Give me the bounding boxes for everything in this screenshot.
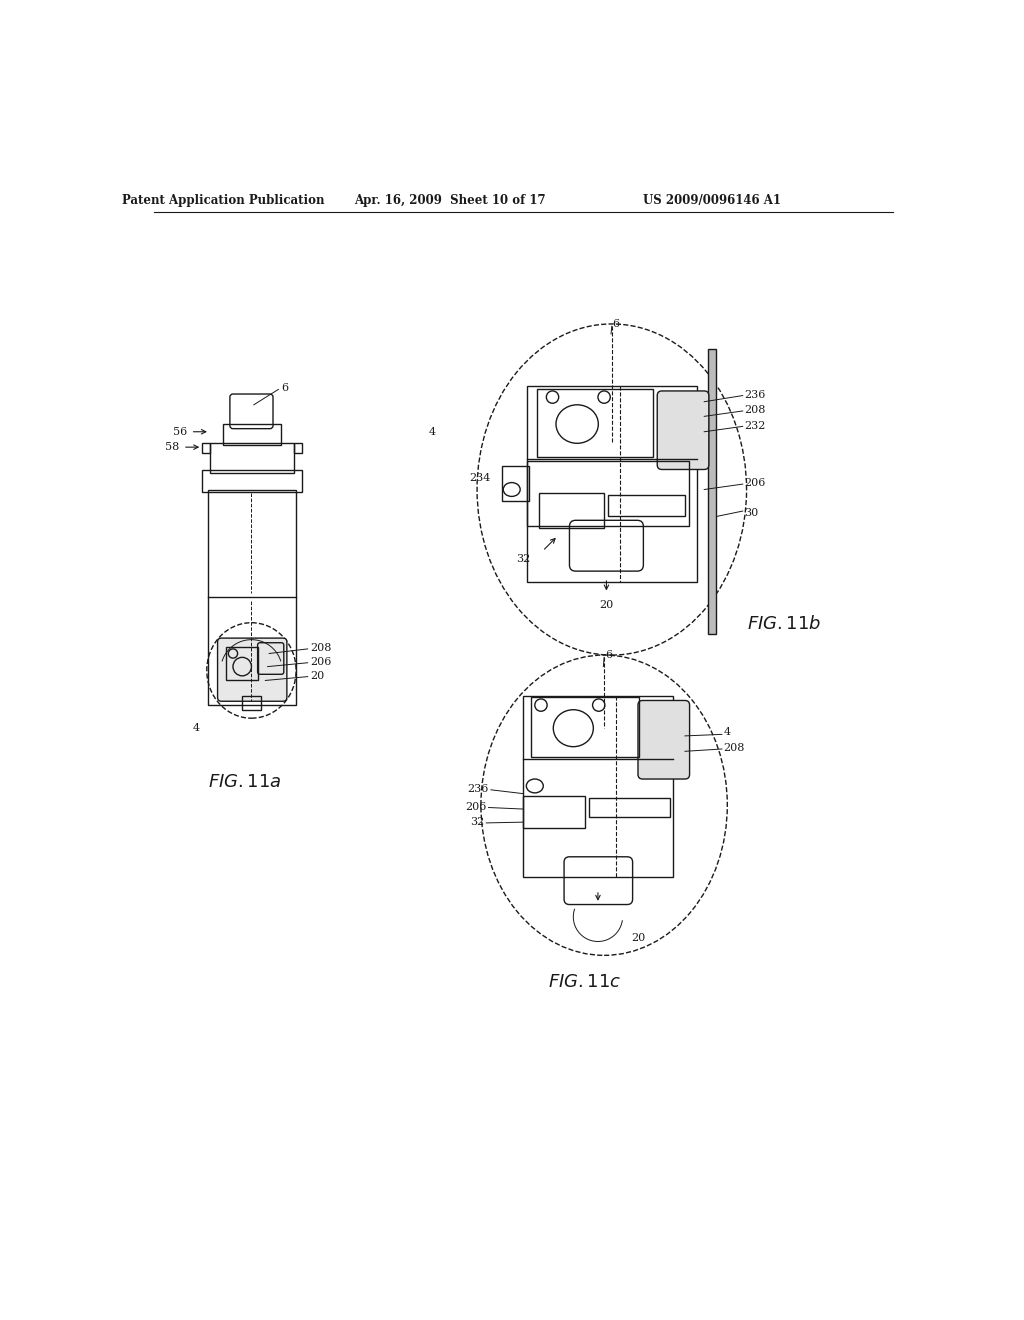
Text: 4: 4 bbox=[193, 723, 200, 733]
Text: 208: 208 bbox=[724, 743, 744, 754]
Text: US 2009/0096146 A1: US 2009/0096146 A1 bbox=[643, 194, 781, 207]
Bar bbox=[527, 385, 696, 582]
Text: 206: 206 bbox=[744, 478, 766, 488]
Text: 30: 30 bbox=[744, 508, 759, 517]
Text: 206: 206 bbox=[310, 657, 332, 667]
Text: 236: 236 bbox=[467, 784, 488, 795]
Text: 208: 208 bbox=[744, 405, 766, 416]
Bar bbox=[589, 797, 670, 817]
Text: $\mathit{FIG.11b}$: $\mathit{FIG.11b}$ bbox=[746, 615, 821, 634]
Text: Patent Application Publication: Patent Application Publication bbox=[122, 194, 325, 207]
Bar bbox=[208, 490, 296, 705]
FancyBboxPatch shape bbox=[638, 701, 689, 779]
Text: 56: 56 bbox=[172, 426, 186, 437]
Text: 20: 20 bbox=[631, 933, 645, 942]
Bar bbox=[708, 350, 716, 635]
Text: 6: 6 bbox=[282, 383, 289, 393]
Bar bbox=[527, 461, 689, 527]
Bar bbox=[503, 466, 529, 502]
Bar bbox=[523, 796, 585, 829]
Text: $\mathit{FIG.11c}$: $\mathit{FIG.11c}$ bbox=[548, 973, 622, 991]
Text: 32: 32 bbox=[470, 817, 484, 828]
Text: 232: 232 bbox=[744, 421, 766, 430]
Text: 32: 32 bbox=[516, 554, 530, 564]
Bar bbox=[223, 424, 281, 445]
Text: 58: 58 bbox=[165, 442, 179, 453]
Text: 6: 6 bbox=[612, 319, 620, 329]
Text: 4: 4 bbox=[724, 727, 730, 737]
Text: 206: 206 bbox=[465, 801, 486, 812]
Bar bbox=[243, 696, 261, 710]
Bar bbox=[538, 389, 652, 457]
Bar bbox=[539, 494, 604, 528]
Text: 234: 234 bbox=[470, 473, 490, 483]
Text: 208: 208 bbox=[310, 643, 332, 653]
Bar bbox=[202, 470, 301, 492]
Bar bbox=[226, 647, 258, 680]
Text: 6: 6 bbox=[605, 649, 612, 660]
Text: 4: 4 bbox=[429, 426, 436, 437]
Bar bbox=[202, 444, 210, 453]
Bar bbox=[294, 444, 301, 453]
Bar bbox=[210, 444, 294, 473]
Text: 236: 236 bbox=[744, 389, 766, 400]
FancyBboxPatch shape bbox=[657, 391, 709, 470]
Bar bbox=[608, 495, 685, 516]
Text: $\mathit{FIG.11a}$: $\mathit{FIG.11a}$ bbox=[208, 774, 282, 791]
FancyBboxPatch shape bbox=[217, 638, 287, 701]
Bar bbox=[523, 696, 674, 876]
Text: Apr. 16, 2009  Sheet 10 of 17: Apr. 16, 2009 Sheet 10 of 17 bbox=[354, 194, 546, 207]
Bar bbox=[531, 697, 639, 758]
Text: 20: 20 bbox=[310, 671, 325, 681]
Text: 20: 20 bbox=[599, 601, 613, 610]
